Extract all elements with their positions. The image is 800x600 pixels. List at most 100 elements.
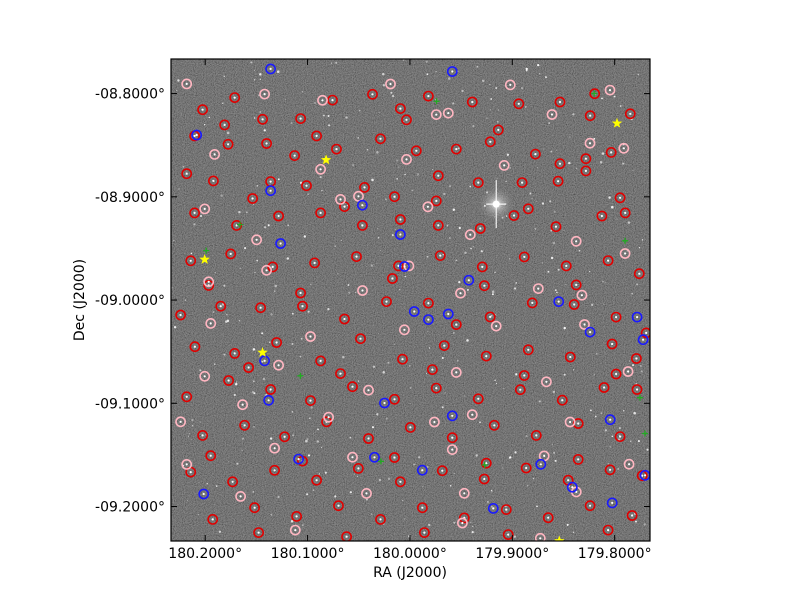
pink-circle-marker	[363, 384, 374, 396]
red-circle-marker	[229, 92, 241, 103]
background-star	[547, 270, 550, 273]
pink-circle-marker	[269, 442, 280, 454]
background-star	[446, 224, 449, 227]
background-star	[192, 425, 194, 427]
background-star	[534, 227, 537, 230]
background-star	[565, 268, 567, 270]
red-circle-marker	[619, 207, 631, 219]
background-star	[565, 284, 567, 286]
background-star	[382, 371, 385, 374]
pink-circle-marker	[289, 524, 301, 536]
red-circle-marker	[426, 364, 438, 375]
background-star	[627, 221, 631, 224]
blue-circle-marker	[422, 314, 434, 325]
background-star	[330, 62, 332, 64]
background-star	[193, 223, 196, 226]
red-circle-marker	[207, 514, 219, 525]
background-star	[441, 356, 444, 360]
background-star	[254, 271, 256, 273]
red-circle-marker	[542, 512, 554, 524]
background-star	[490, 98, 493, 100]
red-circle-marker	[389, 393, 400, 405]
background-star	[449, 185, 451, 187]
blue-circle-marker	[191, 129, 203, 141]
red-circle-marker	[181, 168, 193, 180]
background-star	[495, 382, 498, 384]
background-star	[435, 70, 437, 73]
background-star	[601, 97, 603, 100]
background-star	[371, 426, 375, 429]
background-star	[327, 308, 330, 311]
red-circle-marker	[181, 391, 193, 403]
green-plus-marker	[636, 394, 643, 401]
background-star	[259, 78, 262, 80]
red-circle-marker	[596, 210, 608, 222]
red-circle-marker	[197, 429, 208, 441]
yellow-star-marker	[257, 347, 268, 357]
background-star	[173, 239, 175, 242]
background-star	[348, 291, 351, 294]
red-circle-marker	[397, 353, 408, 365]
blue-circle-marker	[584, 326, 596, 338]
blue-circle-marker	[399, 261, 410, 272]
background-star	[491, 293, 494, 296]
background-star	[409, 402, 411, 404]
red-circle-marker	[257, 113, 268, 125]
background-star	[632, 170, 634, 172]
background-star	[308, 184, 310, 186]
blue-circle-marker	[463, 274, 475, 286]
background-star	[413, 463, 416, 466]
red-circle-marker	[401, 114, 412, 126]
red-circle-marker	[315, 355, 326, 367]
background-star	[385, 417, 388, 420]
green-plus-marker	[591, 90, 598, 97]
background-star	[234, 382, 238, 386]
background-star	[291, 343, 294, 345]
pink-circle-marker	[623, 458, 635, 470]
background-star	[398, 166, 400, 168]
background-star	[253, 78, 256, 81]
blue-circle-marker	[394, 229, 406, 240]
red-circle-marker	[215, 300, 227, 312]
red-circle-marker	[351, 251, 362, 262]
background-star	[629, 440, 632, 443]
pink-circle-marker	[273, 359, 284, 371]
blue-circle-marker	[637, 334, 649, 346]
background-star	[497, 109, 500, 111]
background-star	[269, 341, 271, 343]
background-star	[309, 417, 311, 420]
background-star	[378, 111, 380, 114]
background-star	[458, 280, 461, 284]
background-star	[401, 184, 403, 186]
background-star	[596, 353, 598, 355]
background-star	[366, 265, 368, 267]
green-plus-marker	[433, 98, 440, 105]
pink-circle-marker	[385, 78, 396, 90]
x-tick-label: 180.2000°	[168, 546, 242, 562]
red-circle-marker	[438, 340, 450, 351]
pink-circle-marker	[428, 416, 440, 428]
background-star	[222, 102, 224, 104]
pink-circle-marker	[619, 248, 631, 259]
background-star	[578, 249, 581, 252]
background-star	[204, 124, 206, 126]
red-circle-marker	[572, 418, 584, 429]
background-star	[376, 413, 379, 416]
red-circle-marker	[584, 110, 596, 122]
red-circle-marker	[363, 433, 374, 444]
background-star	[552, 241, 556, 245]
background-star	[284, 99, 286, 101]
background-star	[396, 159, 399, 162]
red-circle-marker	[239, 419, 250, 431]
x-tick-label: 179.9000°	[475, 546, 549, 562]
red-circle-marker	[418, 527, 430, 538]
background-star	[351, 164, 355, 167]
background-star	[452, 208, 456, 212]
red-circle-marker	[518, 251, 530, 263]
background-star	[303, 184, 305, 186]
background-star	[643, 523, 646, 526]
background-star	[550, 256, 554, 260]
background-star	[531, 198, 533, 200]
red-circle-marker	[375, 133, 386, 145]
red-circle-marker	[530, 429, 542, 441]
